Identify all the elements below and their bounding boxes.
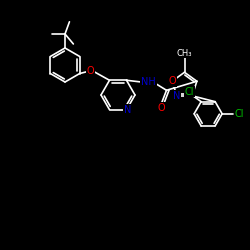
Text: CH₃: CH₃ [177,49,192,58]
Text: N: N [124,105,131,115]
Text: O: O [168,76,176,86]
Text: N: N [173,91,180,101]
Text: O: O [87,66,94,76]
Text: NH: NH [141,77,156,87]
Text: O: O [158,103,165,113]
Text: Cl: Cl [234,109,244,119]
Text: Cl: Cl [184,87,194,97]
